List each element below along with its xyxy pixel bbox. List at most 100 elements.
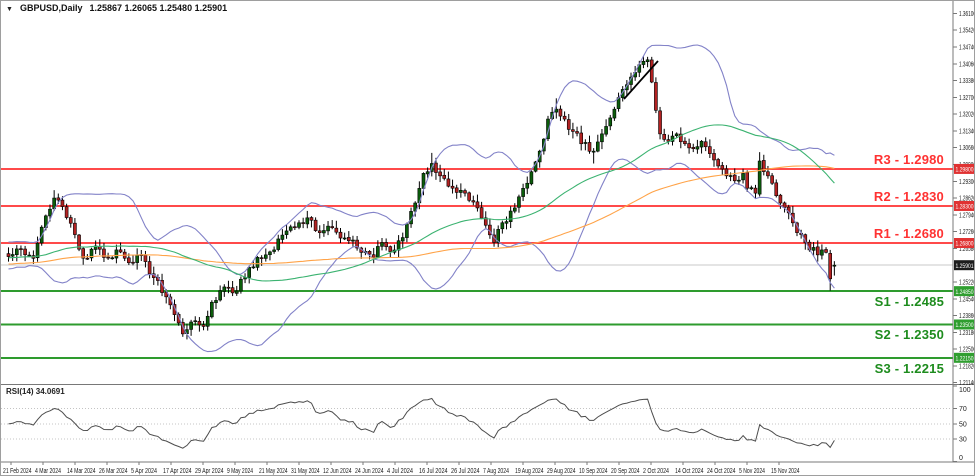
candle-body: [371, 254, 376, 258]
candle-body: [496, 229, 501, 244]
date-axis-label: 16 Jul 2024: [419, 468, 448, 475]
price-axis-label: 1.34060: [959, 61, 975, 68]
candle-body: [562, 115, 567, 120]
candle-body: [654, 82, 658, 111]
candle-body: [334, 227, 339, 233]
bollinger-lower-line: [8, 158, 835, 353]
price-axis-label: 1.28620: [959, 196, 975, 203]
date-axis-label: 29 Apr 2024: [195, 468, 224, 475]
candle-body: [147, 261, 152, 275]
date-axis-label: 29 Aug 2024: [547, 468, 576, 475]
rsi-scale-label: 70: [959, 406, 967, 413]
date-axis-label: 5 Apr 2024: [131, 468, 157, 475]
candle-body: [442, 174, 447, 179]
date-axis-label: 15 Nov 2024: [771, 468, 800, 475]
candle-body: [517, 196, 521, 208]
date-axis-label: 4 Mar 2024: [35, 468, 61, 475]
candle-body: [15, 248, 19, 255]
trendline-object[interactable]: [623, 60, 659, 100]
candle-body: [712, 153, 716, 161]
candle-body: [181, 322, 185, 335]
candle-body: [558, 108, 563, 117]
candle-body: [293, 226, 297, 229]
candle-body: [10, 254, 15, 257]
axis-badge-s1-text: 1.24850: [956, 289, 974, 296]
candle-body: [68, 217, 73, 224]
collapse-marker-icon[interactable]: ▼: [6, 6, 13, 13]
candle-body: [309, 217, 314, 221]
candle-body: [500, 222, 505, 230]
candle-body: [226, 286, 231, 289]
level-label-s1: S1 - 1.2485: [874, 294, 944, 310]
price-axis-label: 1.27260: [959, 229, 975, 236]
axis-badge-r3-text: 1.29800: [956, 167, 974, 174]
candle-body: [106, 256, 110, 259]
candle-body: [699, 140, 704, 148]
candle-body: [284, 230, 289, 235]
candle-body: [778, 194, 783, 204]
candle-body: [346, 237, 351, 242]
candle-body: [330, 226, 335, 228]
candle-body: [400, 237, 405, 242]
candle-body: [703, 141, 708, 148]
level-label-r1: R1 - 1.2680: [873, 226, 944, 241]
candle-body: [529, 171, 534, 185]
candle-body: [728, 175, 733, 177]
date-axis-label: 14 Oct 2024: [675, 468, 704, 475]
rsi-pane: [8, 397, 835, 449]
candle-body: [189, 321, 193, 330]
candle-body: [820, 249, 824, 256]
candle-body: [434, 162, 438, 173]
axis-badge-r3: [954, 163, 974, 174]
price-axis-label: 1.33380: [959, 78, 975, 85]
candle-body: [579, 132, 584, 145]
candle-body: [35, 242, 40, 259]
candle-body: [263, 254, 268, 259]
indicator-lines: [8, 44, 835, 353]
candle-body: [268, 251, 272, 255]
candle-body: [131, 261, 135, 264]
candle-body: [367, 251, 372, 255]
candle-body: [508, 210, 513, 222]
level-label-s3: S3 - 1.2215: [874, 360, 944, 376]
candle-body: [583, 142, 588, 144]
candle-body: [687, 143, 691, 149]
candle-body: [118, 249, 123, 253]
orange-ma-line: [8, 165, 835, 265]
candle-body: [695, 146, 700, 150]
price-axis-label: 1.35420: [959, 28, 975, 35]
candle-body: [467, 192, 471, 201]
candle-body: [475, 201, 480, 209]
candle-body: [546, 118, 550, 140]
date-axis-label: 24 Jun 2024: [355, 468, 384, 475]
candle-body: [388, 246, 393, 252]
candle-body: [774, 182, 779, 197]
candle-body: [27, 254, 32, 257]
candle-body: [566, 119, 571, 130]
candle-body: [23, 248, 27, 256]
candle-body: [127, 257, 131, 264]
candle-body: [575, 131, 579, 134]
axis-badge-r2-text: 1.28300: [956, 204, 974, 211]
candle-body: [380, 242, 384, 247]
candle-body: [6, 253, 11, 257]
date-axis-label: 2 Oct 2024: [643, 468, 669, 475]
candle-body: [272, 249, 276, 252]
price-axis-label: 1.29300: [959, 179, 975, 186]
candle-body: [595, 141, 600, 152]
candle-body: [645, 59, 650, 62]
candle-body: [77, 234, 81, 250]
candle-body: [716, 159, 720, 167]
price-axis-label: 1.27940: [959, 212, 975, 219]
axis-badge-s3: [954, 352, 974, 363]
candle-body: [666, 139, 671, 142]
candle-body: [73, 222, 77, 235]
candle-body: [135, 254, 139, 263]
axis-badge-r1: [954, 238, 974, 248]
candle-body: [214, 300, 218, 304]
date-axis-label: 24 Oct 2024: [707, 468, 736, 475]
candle-body: [604, 126, 608, 135]
rsi-scale-label: 0: [959, 455, 963, 462]
ohlc-readout: 1.25867 1.26065 1.25480 1.25901: [89, 3, 228, 13]
